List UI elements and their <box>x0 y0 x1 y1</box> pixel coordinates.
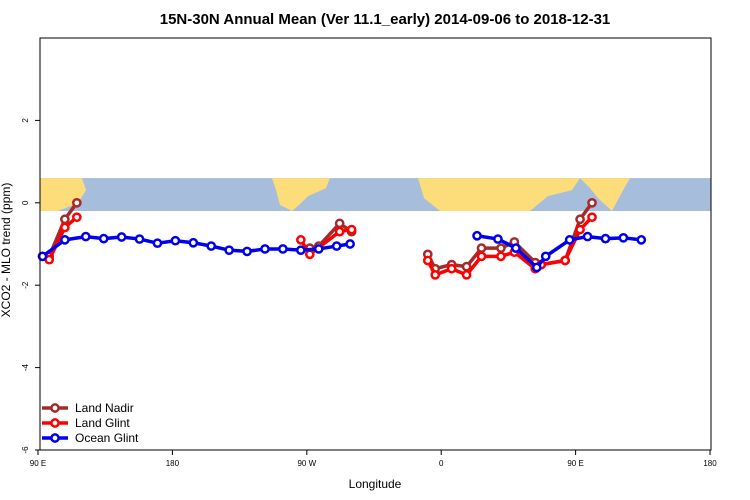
data-point-land-glint <box>560 255 570 266</box>
x-ticks: 90 E 180 90 W 0 90 E 180 <box>30 450 717 468</box>
data-point-ocean-glint <box>582 231 593 242</box>
map-land <box>418 178 580 212</box>
y-tick-label: 0 <box>21 200 30 205</box>
data-point-ocean-glint <box>313 244 324 254</box>
y-tick-label: -2 <box>21 281 30 289</box>
data-point-land-glint <box>60 222 70 233</box>
x-tick-label: 180 <box>703 459 717 468</box>
y-tick-label: -4 <box>21 363 30 371</box>
series-line-land-glint <box>299 227 352 257</box>
data-point-ocean-glint <box>37 251 48 262</box>
data-point-ocean-glint <box>206 241 217 251</box>
y-tick-label: -6 <box>21 446 30 454</box>
data-point-ocean-glint <box>472 230 482 241</box>
data-point-ocean-glint <box>188 237 199 248</box>
map-band <box>40 178 711 212</box>
x-tick-label: 0 <box>439 459 444 468</box>
legend-swatch-marker <box>50 403 60 413</box>
series-line-ocean-glint <box>476 234 642 270</box>
y-tick-label: 2 <box>21 118 30 123</box>
legend-swatch-marker <box>50 418 60 428</box>
data-point-ocean-glint <box>618 232 629 243</box>
plot-frame <box>39 37 712 451</box>
data-point-ocean-glint <box>134 234 145 244</box>
data-point-ocean-glint <box>511 243 521 253</box>
legend-label: Land Nadir <box>75 401 134 415</box>
data-point-ocean-glint <box>636 235 647 245</box>
data-point-ocean-glint <box>152 238 163 249</box>
data-point-land-glint <box>346 224 357 235</box>
data-point-land-glint <box>476 251 487 262</box>
data-point-land-nadir <box>476 243 487 253</box>
x-tick-label: 180 <box>166 459 180 468</box>
data-point-ocean-glint <box>98 233 109 244</box>
data-point-ocean-glint <box>60 235 70 245</box>
data-point-ocean-glint <box>345 239 355 249</box>
data-point-ocean-glint <box>224 245 234 256</box>
data-point-land-glint <box>295 235 306 245</box>
x-axis-label: Longitude <box>349 477 402 491</box>
chart-title: 15N-30N Annual Mean (Ver 11.1_early) 201… <box>160 11 611 28</box>
data-point-ocean-glint <box>260 244 270 254</box>
data-point-land-glint <box>496 251 506 262</box>
y-ticks: -6 -4 -2 0 2 <box>21 118 40 454</box>
x-tick-label: 90 E <box>30 459 46 468</box>
legend-item-ocean-glint: Ocean Glint <box>42 431 139 445</box>
data-point-land-glint <box>422 255 433 266</box>
data-point-land-glint <box>461 270 472 280</box>
data-point-land-glint <box>575 224 585 235</box>
x-tick-label: 90 W <box>297 459 316 468</box>
data-point-land-glint <box>334 226 345 237</box>
map-land <box>580 178 630 212</box>
legend-label: Land Glint <box>75 416 130 430</box>
data-point-ocean-glint <box>170 235 181 246</box>
data-point-land-nadir <box>334 218 345 229</box>
data-point-ocean-glint <box>242 246 252 257</box>
legend-item-land-glint: Land Glint <box>42 416 130 430</box>
legend-item-land-nadir: Land Nadir <box>42 401 134 415</box>
data-point-ocean-glint <box>531 262 542 273</box>
data-point-ocean-glint <box>540 251 551 262</box>
data-point-land-nadir <box>71 197 82 208</box>
data-point-ocean-glint <box>493 234 503 244</box>
data-point-land-glint <box>304 249 315 260</box>
data-point-ocean-glint <box>600 233 611 244</box>
data-point-land-glint <box>446 263 457 274</box>
data-point-land-nadir <box>60 214 70 225</box>
map-land <box>272 178 330 212</box>
series-layer <box>37 197 647 280</box>
data-point-land-nadir <box>587 197 597 208</box>
legend-swatch-marker <box>50 433 60 443</box>
y-axis-label: XCO2 - MLO trend (ppm) <box>0 183 13 318</box>
data-point-ocean-glint <box>278 244 288 254</box>
legend-label: Ocean Glint <box>75 431 139 445</box>
data-point-land-glint <box>71 212 82 223</box>
data-point-ocean-glint <box>564 235 575 245</box>
data-point-ocean-glint <box>331 241 342 251</box>
data-point-land-glint <box>430 270 441 280</box>
data-point-ocean-glint <box>295 245 306 256</box>
data-point-ocean-glint <box>116 232 127 242</box>
data-point-ocean-glint <box>80 231 91 242</box>
data-point-land-nadir <box>575 214 585 225</box>
x-tick-label: 90 E <box>567 459 583 468</box>
data-point-land-nadir <box>496 243 506 253</box>
data-point-land-glint <box>587 212 597 223</box>
